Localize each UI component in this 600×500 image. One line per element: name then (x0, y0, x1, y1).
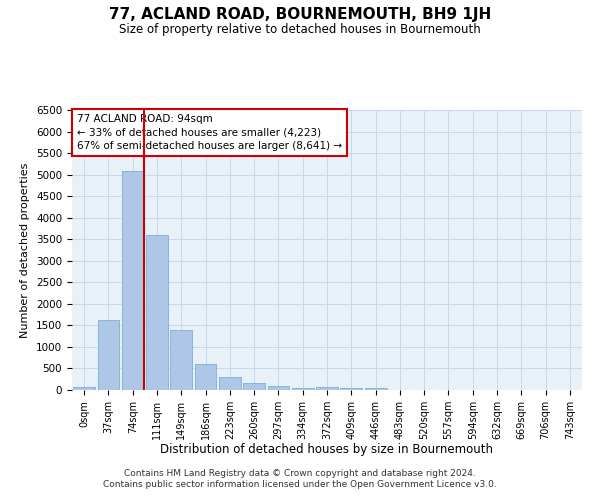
Bar (243, 384, 265, 390)
Bar (340, 388, 362, 390)
Y-axis label: Number of detached properties: Number of detached properties (20, 162, 31, 338)
Bar (365, 388, 386, 390)
Bar (146, 235, 168, 390)
Bar (73, 387, 95, 390)
Bar (316, 388, 338, 390)
Text: 77 ACLAND ROAD: 94sqm
← 33% of detached houses are smaller (4,223)
67% of semi-d: 77 ACLAND ROAD: 94sqm ← 33% of detached … (77, 114, 342, 150)
Bar (122, 171, 143, 390)
Text: Distribution of detached houses by size in Bournemouth: Distribution of detached houses by size … (161, 442, 493, 456)
Bar (268, 386, 289, 390)
Bar (170, 330, 192, 390)
Text: Size of property relative to detached houses in Bournemouth: Size of property relative to detached ho… (119, 22, 481, 36)
Bar (292, 388, 314, 390)
Bar (219, 376, 241, 390)
Text: 77, ACLAND ROAD, BOURNEMOUTH, BH9 1JH: 77, ACLAND ROAD, BOURNEMOUTH, BH9 1JH (109, 8, 491, 22)
Text: Contains public sector information licensed under the Open Government Licence v3: Contains public sector information licen… (103, 480, 497, 489)
Bar (194, 364, 217, 390)
Text: Contains HM Land Registry data © Crown copyright and database right 2024.: Contains HM Land Registry data © Crown c… (124, 468, 476, 477)
Bar (97, 320, 119, 390)
